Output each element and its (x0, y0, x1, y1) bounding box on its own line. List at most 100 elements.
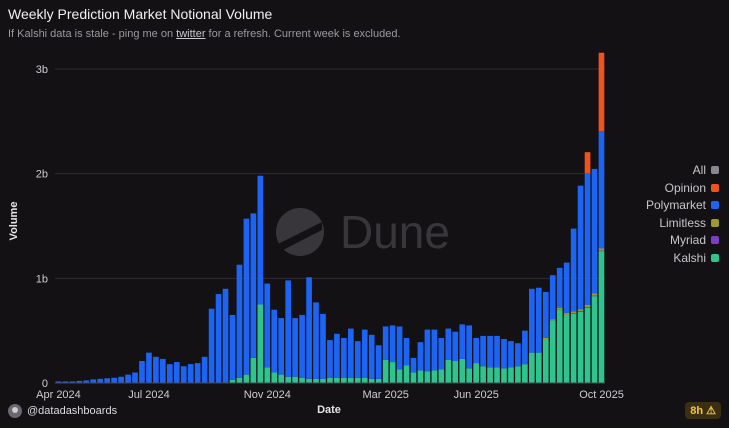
bar-polymarket (250, 213, 257, 358)
legend-item-opinion[interactable]: Opinion (646, 180, 719, 198)
bar-polymarket (292, 318, 298, 377)
bar-limitless (542, 337, 549, 340)
bar-polymarket (222, 288, 229, 383)
bar-polymarket (563, 262, 570, 313)
subtitle-text-end: for a refresh. Current week is excluded. (205, 28, 401, 40)
bar-kalshi (542, 339, 549, 383)
bar-kalshi (250, 357, 257, 383)
bar-kalshi (598, 251, 605, 383)
chart-legend: All Opinion Polymarket Limitless Myriad Kalsh… (646, 162, 719, 267)
bar-opinion (584, 152, 591, 174)
legend-swatch (711, 253, 719, 262)
bar-kalshi (438, 369, 445, 383)
legend-item-myriad[interactable]: Myriad (646, 232, 719, 250)
bar-kalshi (535, 352, 542, 383)
legend-item-kalshi[interactable]: Kalshi (646, 250, 719, 268)
bar-polymarket (361, 329, 368, 378)
bar-kalshi (257, 304, 264, 383)
bar-polymarket (201, 356, 208, 383)
bar-kalshi (382, 359, 389, 383)
bar-polymarket (368, 334, 375, 379)
bar-kalshi (278, 374, 285, 383)
y-tick-label: 1b (36, 273, 48, 285)
bar-polymarket (431, 329, 438, 371)
bar-myriad (598, 250, 605, 252)
legend-item-limitless[interactable]: Limitless (646, 215, 719, 233)
x-tick-label: Apr 2024 (36, 389, 81, 401)
bar-kalshi (320, 378, 326, 383)
bar-polymarket (522, 330, 528, 365)
bar-polymarket (459, 324, 466, 359)
dune-logo-icon (276, 208, 324, 256)
bar-kalshi (459, 358, 466, 383)
bar-polymarket (466, 325, 473, 369)
bar-limitless (570, 311, 577, 314)
bar-polymarket (271, 309, 278, 373)
legend-swatch (711, 218, 719, 227)
bar-polymarket (215, 294, 222, 383)
legend-label: Opinion (664, 180, 706, 195)
y-tick-label: 0 (42, 378, 48, 390)
bar-kalshi (306, 378, 312, 383)
bar-kalshi (445, 359, 452, 383)
y-axis-title: Volume (8, 202, 20, 241)
legend-swatch (711, 183, 719, 192)
bar-polymarket (327, 340, 333, 378)
bar-kalshi (563, 314, 570, 383)
bar-polymarket (97, 378, 104, 383)
bar-kalshi (501, 368, 507, 383)
bar-polymarket (166, 364, 173, 383)
bar-polymarket (487, 335, 493, 368)
bar-opinion (598, 52, 605, 132)
bar-kalshi (285, 376, 292, 383)
y-tick-label: 2b (36, 169, 48, 181)
x-axis-title: Date (317, 404, 341, 416)
bar-kalshi (229, 379, 236, 383)
bar-polymarket (403, 337, 410, 366)
bar-kalshi (522, 364, 528, 383)
refresh-age-badge[interactable]: 8h ⚠ (685, 402, 721, 419)
bar-polymarket (320, 313, 326, 379)
bar-polymarket (132, 372, 138, 383)
bar-polymarket (556, 267, 563, 308)
legend-item-all[interactable]: All (646, 162, 719, 180)
bar-kalshi (529, 352, 535, 383)
legend-item-polymarket[interactable]: Polymarket (646, 197, 719, 215)
bar-polymarket (76, 380, 83, 383)
bar-polymarket (515, 343, 521, 367)
bar-polymarket (306, 277, 312, 379)
bar-polymarket (173, 362, 180, 383)
bar-kalshi (271, 372, 278, 383)
bar-limitless (584, 305, 591, 308)
bar-polymarket (529, 288, 535, 353)
bar-kalshi (424, 371, 431, 383)
bar-kalshi (417, 370, 424, 383)
bar-kalshi (410, 372, 417, 383)
bar-polymarket (348, 328, 354, 378)
bar-limitless (549, 319, 556, 321)
footer-author[interactable]: @datadashboards (8, 404, 117, 418)
bar-polymarket (194, 363, 201, 383)
dune-watermark: Dune (276, 206, 450, 258)
bar-polymarket (83, 380, 90, 383)
bar-polymarket (104, 378, 110, 383)
bar-polymarket (570, 228, 577, 312)
legend-label: Polymarket (645, 198, 706, 212)
bar-kalshi (375, 378, 382, 383)
bar-polymarket (313, 302, 319, 379)
bar-polymarket (417, 342, 424, 371)
bar-polymarket (278, 318, 285, 375)
bar-polymarket (264, 283, 271, 368)
legend-label: All (692, 163, 706, 177)
badge-text: 8h (690, 405, 704, 417)
bar-kalshi (243, 374, 250, 383)
bar-kalshi (515, 366, 521, 383)
legend-swatch (711, 201, 719, 209)
bar-kalshi (264, 367, 271, 383)
bar-polymarket (501, 339, 507, 369)
bar-kalshi (480, 366, 486, 383)
bar-kalshi (508, 367, 514, 383)
twitter-link[interactable]: twitter (176, 28, 206, 40)
bar-kalshi (556, 309, 563, 383)
dune-logo-cut (278, 222, 322, 251)
